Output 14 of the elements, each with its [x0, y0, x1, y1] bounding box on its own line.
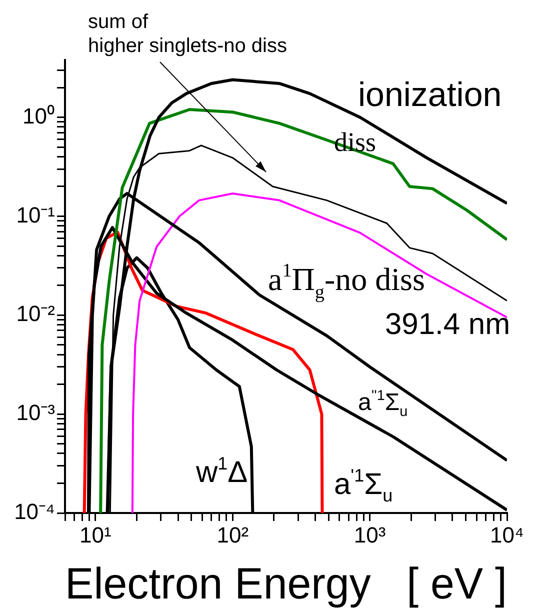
y-tick-label: 10⁰ — [22, 103, 55, 128]
text: sum of higher singlets-no diss — [88, 11, 287, 57]
series-label: diss — [334, 127, 376, 157]
series-label: ionization — [358, 76, 502, 114]
x-tick-label: 10² — [216, 522, 249, 548]
x-tick-label: 10¹ — [80, 522, 112, 548]
x-tick-label: 10⁴ — [490, 522, 524, 548]
y-tick-label: 10⁻² — [16, 301, 55, 326]
y-tick-label: 10⁻³ — [16, 400, 55, 426]
x-axis-title: Electron Energy [ eV ] — [65, 560, 507, 609]
series-label: 391.4 nm — [385, 308, 510, 341]
y-tick-label: 10⁻¹ — [16, 202, 55, 228]
y-tick-label: 10⁻⁴ — [14, 499, 55, 524]
x-tick-label: 10³ — [354, 522, 386, 548]
